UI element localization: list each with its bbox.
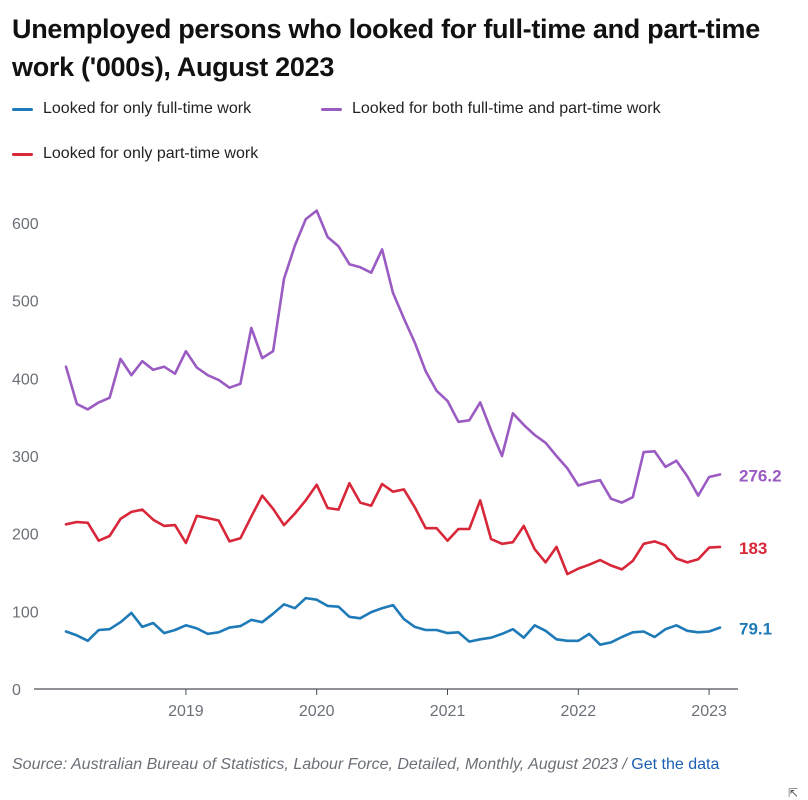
- source-note: Source: Australian Bureau of Statistics,…: [12, 752, 797, 778]
- series-line-full-time: [64, 596, 722, 647]
- y-tick-label: 0: [12, 682, 21, 699]
- legend-label-full-time: Looked for only full-time work: [43, 100, 252, 117]
- series-end-label-both: 276.2: [739, 466, 782, 485]
- series-end-label-part-time: 183: [739, 539, 767, 558]
- x-tick-label: 2022: [561, 703, 597, 720]
- get-data-link[interactable]: Get the data: [631, 756, 720, 773]
- expand-icon[interactable]: ⇱: [788, 786, 799, 800]
- x-tick-label: 2021: [430, 703, 466, 720]
- line-chart: 0 100 200 300 400 500 600 2019 2020 2021 2022 2023 7…: [12, 209, 782, 720]
- legend-swatch-part-time: [12, 152, 33, 156]
- source-text: Source: Australian Bureau of Statistics,…: [12, 756, 632, 773]
- y-tick-label: 100: [12, 604, 39, 621]
- series-line-part-time: [64, 481, 722, 576]
- y-tick-label: 500: [12, 294, 39, 311]
- legend-item-full-time: Looked for only full-time work: [12, 100, 251, 118]
- legend-swatch-full-time: [12, 107, 33, 111]
- x-tick-label: 2019: [168, 703, 204, 720]
- chart-title: Unemployed persons who looked for full-t…: [12, 14, 760, 82]
- x-tick-label: 2020: [299, 703, 335, 720]
- y-tick-label: 600: [12, 216, 39, 233]
- legend-swatch-both: [321, 107, 342, 111]
- x-tick-label: 2023: [691, 703, 727, 720]
- y-tick-label: 300: [12, 449, 39, 466]
- legend-label-both: Looked for both full-time and part-time …: [352, 100, 661, 117]
- y-tick-label: 200: [12, 527, 39, 544]
- y-tick-label: 400: [12, 371, 39, 388]
- series-end-label-full-time: 79.1: [739, 620, 772, 639]
- series-line-both: [64, 209, 722, 504]
- legend-item-part-time: Looked for only part-time work: [12, 145, 258, 163]
- legend-label-part-time: Looked for only part-time work: [43, 145, 259, 162]
- legend-item-both: Looked for both full-time and part-time …: [321, 100, 661, 118]
